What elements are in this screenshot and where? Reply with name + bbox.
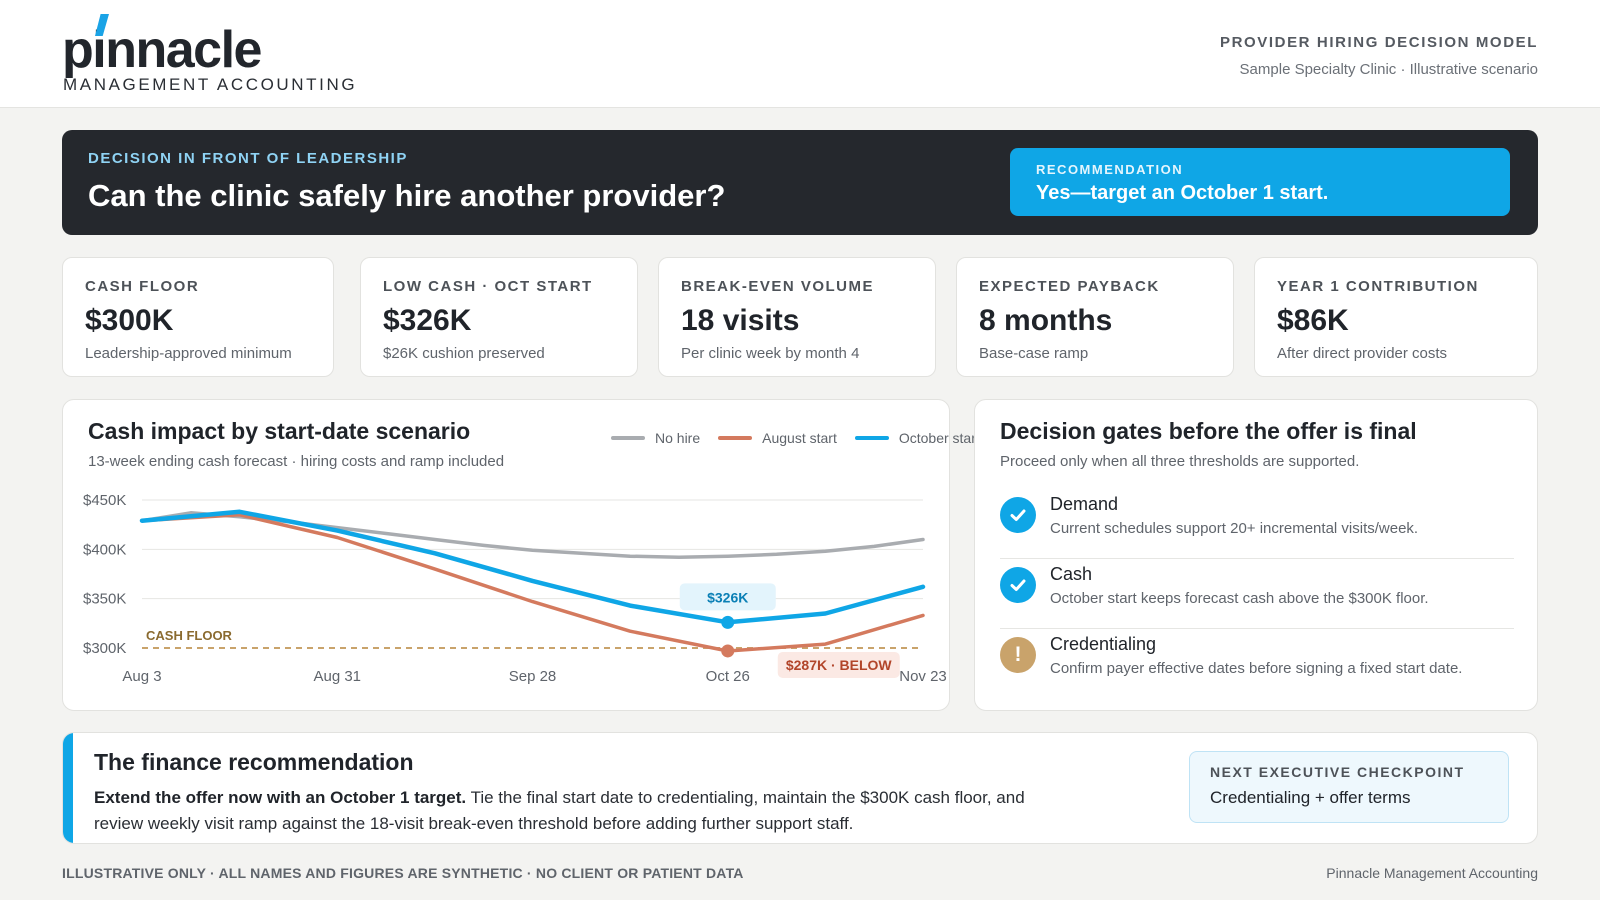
- series-line-october-start: [139, 509, 926, 625]
- page-header: pinnacle MANAGEMENT ACCOUNTING PROVIDER …: [0, 0, 1600, 108]
- checkpoint-kicker: NEXT EXECUTIVE CHECKPOINT: [1210, 764, 1465, 780]
- gate-cash: Cash October start keeps forecast cash a…: [1000, 559, 1514, 629]
- gate-description: Confirm payer effective dates before sig…: [1050, 660, 1463, 677]
- kpi-subtext: Leadership-approved minimum: [85, 345, 292, 362]
- kpi-card-payback: EXPECTED PAYBACK 8 months Base-case ramp: [956, 257, 1234, 377]
- legend-swatch: [718, 436, 753, 440]
- checkpoint-text: Credentialing + offer terms: [1210, 788, 1411, 807]
- finance-detail: Tie the final start date to credentialin…: [94, 788, 1025, 833]
- x-tick-label: Nov 23: [899, 668, 947, 685]
- legend-item-no-hire: No hire: [611, 430, 700, 446]
- x-tick-label: Aug 31: [313, 668, 361, 685]
- kpi-value: $326K: [383, 304, 472, 337]
- annotation-label-october: $326K: [707, 589, 748, 605]
- kpi-subtext: Base-case ramp: [979, 345, 1089, 362]
- gate-title: Cash: [1050, 564, 1093, 584]
- finance-title: The finance recommendation: [94, 749, 414, 775]
- footer-disclaimer: ILLUSTRATIVE ONLY · ALL NAMES AND FIGURE…: [62, 865, 744, 881]
- cash-floor-label: CASH FLOOR: [146, 628, 233, 643]
- finance-recommendation-card: The finance recommendation Extend the of…: [62, 732, 1538, 844]
- y-tick-label: $350K: [83, 591, 126, 608]
- gate-demand: Demand Current schedules support 20+ inc…: [1000, 489, 1514, 559]
- check-icon: [1000, 567, 1036, 603]
- x-tick-label: Sep 28: [509, 668, 557, 685]
- legend-swatch: [611, 436, 645, 440]
- next-checkpoint-box: NEXT EXECUTIVE CHECKPOINT Credentialing …: [1189, 751, 1509, 823]
- gate-credentialing: ! Credentialing Confirm payer effective …: [1000, 629, 1514, 699]
- chart-subtitle: 13-week ending cash forecast · hiring co…: [88, 453, 505, 470]
- kpi-label: CASH FLOOR: [85, 278, 200, 295]
- kpi-card-cash-floor: CASH FLOOR $300K Leadership-approved min…: [62, 257, 334, 377]
- logo-wordmark: pinnacle: [62, 21, 262, 79]
- gate-title: Demand: [1050, 494, 1119, 514]
- pinnacle-logo: pinnacle MANAGEMENT ACCOUNTING: [62, 14, 362, 96]
- decision-question: Can the clinic safely hire another provi…: [88, 178, 726, 213]
- model-title: PROVIDER HIRING DECISION MODEL: [1219, 34, 1538, 51]
- chart-title: Cash impact by start-date scenario: [88, 418, 471, 444]
- kpi-subtext: After direct provider costs: [1277, 345, 1448, 362]
- annotation-box-august: [777, 651, 900, 678]
- cash-impact-chart-card: $450K $400K $350K $300K CASH FLOOR Aug 3 Aug 3…: [62, 399, 980, 711]
- cash-impact-chart: $450K $400K $350K $300K CASH FLOOR Aug 3 Aug 3…: [83, 492, 947, 685]
- low-point-august: [721, 644, 735, 658]
- legend-item-october-start: October start: [854, 430, 980, 446]
- accent-bar: [63, 733, 73, 843]
- y-tick-label: $300K: [83, 640, 126, 657]
- kpi-value: 8 months: [979, 304, 1113, 337]
- recommendation-text: Yes—target an October 1 start.: [1036, 182, 1329, 204]
- logo-tagline: MANAGEMENT ACCOUNTING: [63, 75, 358, 94]
- finance-body: Extend the offer now with an October 1 t…: [94, 785, 1054, 837]
- kpi-label: YEAR 1 CONTRIBUTION: [1277, 278, 1479, 295]
- kpi-value: $86K: [1277, 304, 1349, 337]
- decision-gates-card: Decision gates before the offer is final…: [974, 399, 1538, 711]
- gates-title: Decision gates before the offer is final: [1000, 418, 1417, 444]
- kpi-value: 18 visits: [681, 304, 800, 337]
- legend-label: August start: [762, 430, 837, 446]
- kpi-value: $300K: [85, 304, 174, 337]
- series-line-august-start: [140, 513, 925, 653]
- check-icon: [1000, 497, 1036, 533]
- gates-subtitle: Proceed only when all three thresholds a…: [1000, 453, 1360, 470]
- legend-item-august-start: August start: [718, 430, 837, 446]
- legend-label: No hire: [655, 430, 701, 446]
- decision-banner: DECISION IN FRONT OF LEADERSHIP Can the …: [62, 130, 1538, 235]
- decision-kicker: DECISION IN FRONT OF LEADERSHIP: [88, 150, 408, 167]
- kpi-label: LOW CASH · OCT START: [383, 278, 593, 295]
- low-point-october: [721, 615, 735, 629]
- legend-label: October start: [898, 430, 980, 446]
- kpi-card-break-even: BREAK-EVEN VOLUME 18 visits Per clinic w…: [658, 257, 936, 377]
- x-tick-label: Aug 3: [122, 668, 161, 685]
- y-tick-label: $450K: [83, 492, 126, 509]
- x-tick-label: Oct 26: [706, 668, 750, 685]
- kpi-label: EXPECTED PAYBACK: [979, 278, 1160, 295]
- annotation-label-august: $287K · BELOW: [786, 657, 893, 673]
- warning-icon: !: [1000, 637, 1036, 673]
- recommendation-kicker: RECOMMENDATION: [1036, 162, 1184, 177]
- gate-description: Current schedules support 20+ incrementa…: [1050, 520, 1419, 537]
- kpi-subtext: Per clinic week by month 4: [681, 345, 860, 362]
- chart-legend: No hire August start October start: [611, 430, 998, 446]
- kpi-label: BREAK-EVEN VOLUME: [681, 278, 875, 295]
- header-meta: PROVIDER HIRING DECISION MODEL Sample Sp…: [1220, 34, 1538, 78]
- recommendation-box: RECOMMENDATION Yes—target an October 1 s…: [1010, 148, 1510, 216]
- model-subtitle: Sample Specialty Clinic · Illustrative s…: [1239, 61, 1538, 78]
- y-tick-label: $400K: [83, 541, 126, 558]
- legend-swatch: [854, 436, 889, 440]
- gate-title: Credentialing: [1050, 634, 1157, 654]
- kpi-card-year1-contribution: YEAR 1 CONTRIBUTION $86K After direct pr…: [1254, 257, 1538, 377]
- kpi-subtext: $26K cushion preserved: [383, 345, 545, 362]
- footer-brand: Pinnacle Management Accounting: [1326, 865, 1538, 881]
- annotation-box-october: [679, 583, 776, 611]
- kpi-card-low-cash: LOW CASH · OCT START $326K $26K cushion …: [360, 257, 638, 377]
- finance-lead: Extend the offer now with an October 1 t…: [94, 788, 467, 807]
- gate-description: October start keeps forecast cash above …: [1050, 590, 1429, 607]
